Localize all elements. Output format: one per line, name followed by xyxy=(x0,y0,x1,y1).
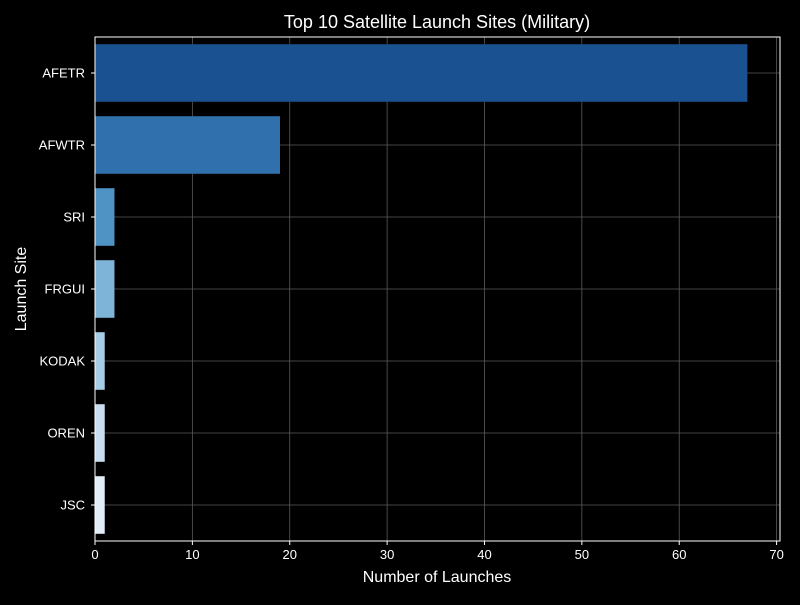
chart-title: Top 10 Satellite Launch Sites (Military) xyxy=(284,12,590,32)
bar-sri xyxy=(95,188,115,246)
y-tick-label: OREN xyxy=(47,426,85,441)
x-tick-label: 60 xyxy=(672,547,686,562)
y-tick-label: JSC xyxy=(60,498,85,513)
x-axis-label: Number of Launches xyxy=(363,569,512,586)
x-tick-label: 10 xyxy=(185,547,199,562)
x-tick-label: 30 xyxy=(380,547,394,562)
y-tick-label: SRI xyxy=(63,210,85,225)
x-tick-label: 70 xyxy=(769,547,783,562)
bars xyxy=(95,44,748,534)
bar-kodak xyxy=(95,332,105,390)
tick-labels: 0 10 20 30 40 50 60 70 AFETR AFWTR SRI FRGUI KODAK OR… xyxy=(39,66,784,563)
grid-lines xyxy=(94,37,780,541)
y-tick-label: FRGUI xyxy=(45,282,85,297)
bar-afetr xyxy=(95,44,748,102)
plot-frame xyxy=(94,36,781,542)
bar-jsc xyxy=(95,476,105,534)
x-tick-label: 50 xyxy=(575,547,589,562)
x-tick-label: 40 xyxy=(477,547,491,562)
y-tick-label: AFWTR xyxy=(39,138,85,153)
x-tick-label: 20 xyxy=(283,547,297,562)
bar-oren xyxy=(95,404,105,462)
bar-frgui xyxy=(95,260,115,318)
y-axis-label: Launch Site xyxy=(13,247,30,332)
y-tick-label: AFETR xyxy=(42,66,85,81)
x-tick-label: 0 xyxy=(91,547,98,562)
y-tick-label: KODAK xyxy=(39,354,85,369)
bar-afwtr xyxy=(95,116,281,174)
